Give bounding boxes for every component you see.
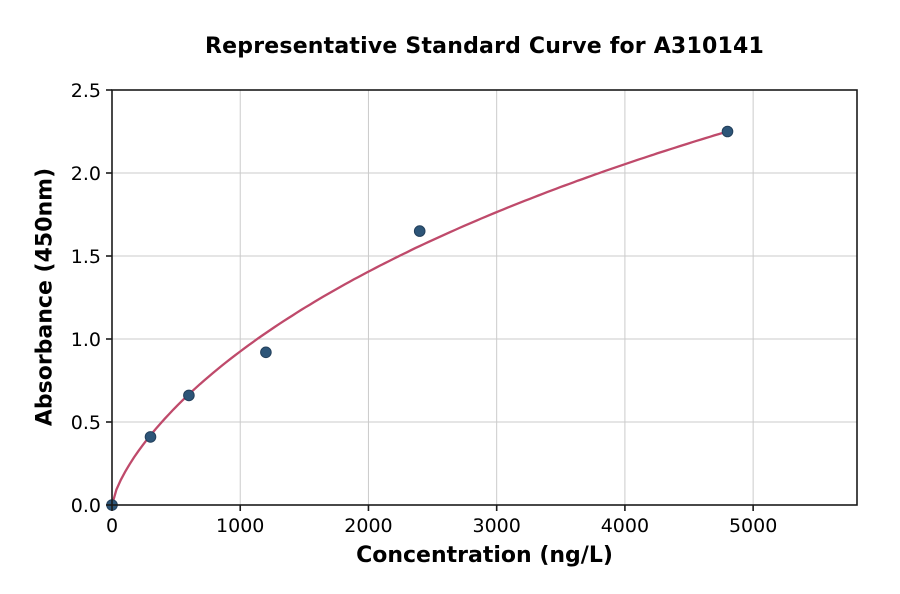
x-tick-label: 5000 xyxy=(729,515,777,537)
x-tick-label: 1000 xyxy=(216,515,264,537)
data-point xyxy=(721,125,734,138)
y-tick-label: 0.5 xyxy=(71,412,101,434)
data-point xyxy=(183,389,195,402)
y-tick-label: 1.0 xyxy=(71,329,101,351)
data-point xyxy=(260,346,272,359)
x-tick-label: 0 xyxy=(106,515,118,537)
data-point xyxy=(144,431,157,443)
data-point xyxy=(413,225,426,237)
x-tick-label: 4000 xyxy=(601,515,649,537)
y-tick-label: 1.5 xyxy=(71,246,101,268)
chart-title: Representative Standard Curve for A31014… xyxy=(205,34,764,59)
y-tick-label: 2.0 xyxy=(71,163,101,185)
plot-border xyxy=(111,89,858,506)
x-tick-label: 2000 xyxy=(344,515,392,537)
x-tick-label: 3000 xyxy=(473,515,521,537)
y-tick-label: 2.5 xyxy=(71,80,101,102)
x-axis-label: Concentration (ng/L) xyxy=(356,543,613,568)
fit-curve xyxy=(110,130,729,507)
y-tick-label: 0.0 xyxy=(71,495,101,517)
